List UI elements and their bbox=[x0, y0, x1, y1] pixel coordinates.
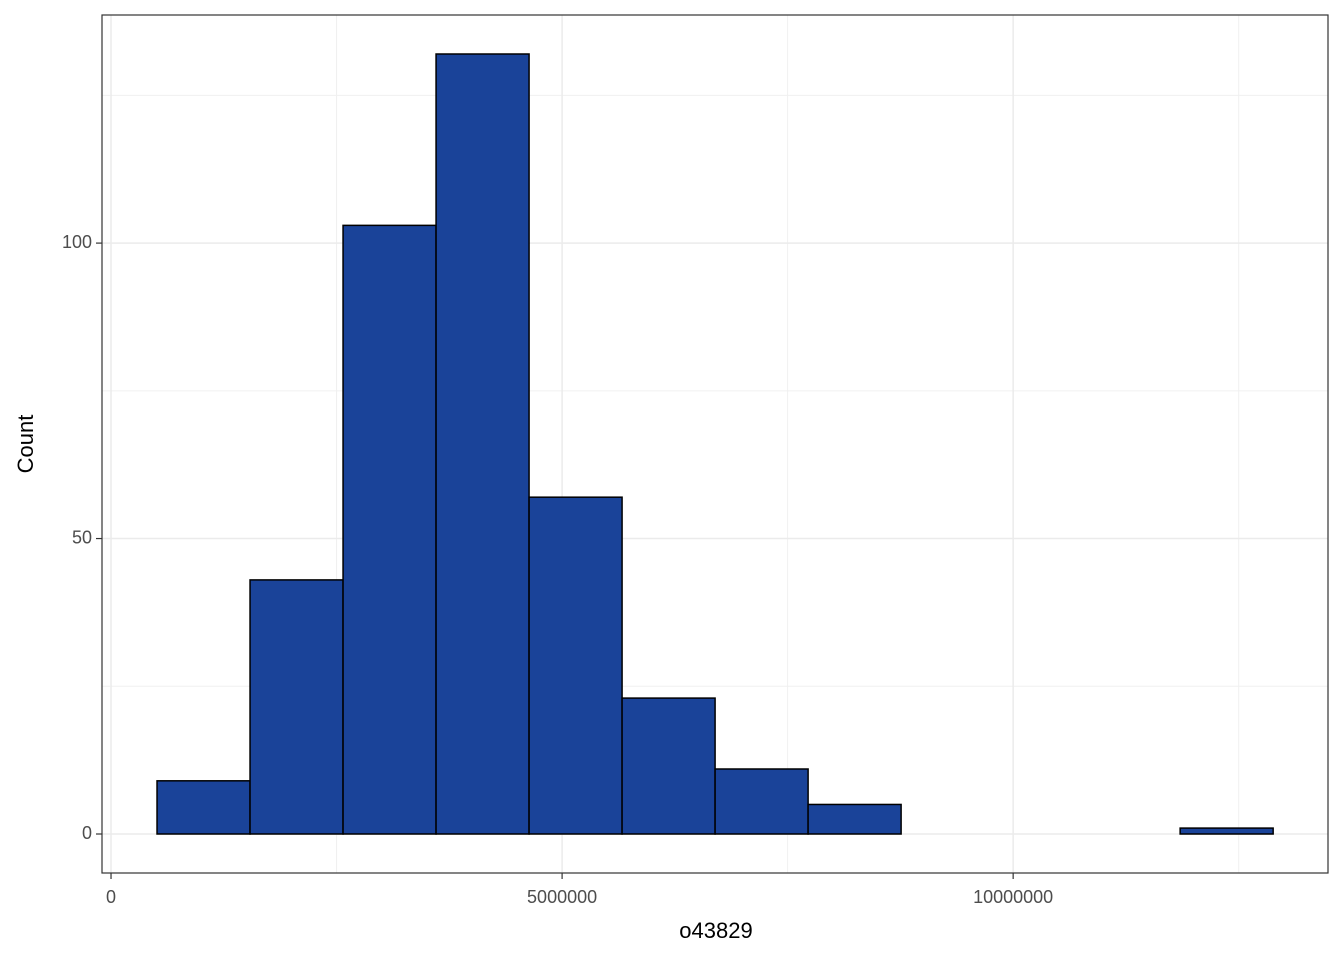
bar bbox=[342, 224, 437, 835]
x-tick-label: 5000000 bbox=[527, 887, 597, 907]
x-tick-label: 0 bbox=[106, 887, 116, 907]
bar bbox=[435, 53, 530, 835]
bar bbox=[249, 579, 344, 835]
y-axis-title: Count bbox=[13, 415, 38, 474]
bar bbox=[528, 496, 623, 835]
x-axis-title: o43829 bbox=[679, 918, 752, 943]
x-tick-label: 10000000 bbox=[973, 887, 1053, 907]
bar bbox=[807, 803, 902, 835]
panel-border bbox=[101, 14, 1329, 874]
y-tick-label: 0 bbox=[82, 823, 92, 843]
bar bbox=[621, 697, 716, 835]
y-tick-label: 50 bbox=[72, 527, 92, 547]
bar bbox=[1179, 827, 1274, 835]
bar bbox=[156, 780, 251, 835]
y-tick-label: 100 bbox=[62, 232, 92, 252]
bar bbox=[714, 768, 809, 835]
